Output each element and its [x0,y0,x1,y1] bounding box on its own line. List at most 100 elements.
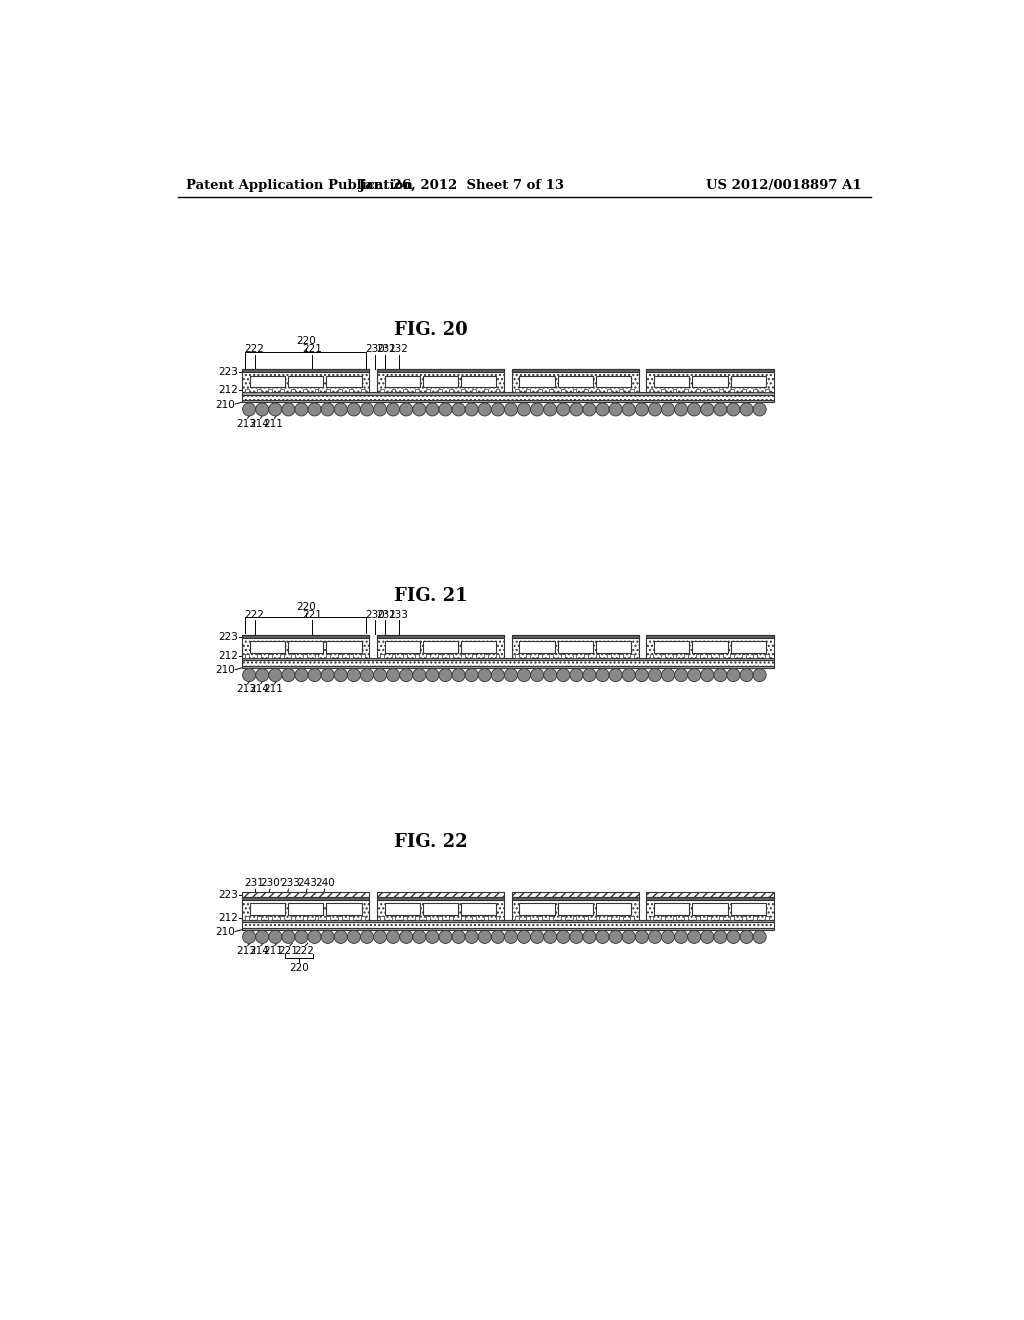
Circle shape [648,931,662,944]
Bar [754,655,758,659]
Bar [662,388,665,392]
Circle shape [700,931,714,944]
Bar [349,916,353,920]
Bar [596,903,631,915]
Bar [550,655,553,659]
Bar [719,655,723,659]
Circle shape [465,403,478,416]
Bar [731,642,766,653]
Bar [538,916,542,920]
Bar [558,642,593,653]
Bar [327,903,361,915]
Bar [243,635,370,659]
Circle shape [347,403,360,416]
Bar [695,388,699,392]
Bar [649,655,653,659]
Circle shape [492,668,505,681]
Bar [403,655,407,659]
Circle shape [609,668,623,681]
Circle shape [399,668,413,681]
Circle shape [688,931,700,944]
Bar [257,655,261,659]
Circle shape [530,403,544,416]
Bar [450,655,454,659]
Text: 213: 213 [237,946,256,956]
Bar [662,916,665,920]
Circle shape [374,668,387,681]
Bar [243,896,370,900]
Bar [243,920,773,923]
Circle shape [282,931,295,944]
Bar [731,376,766,387]
Bar [684,388,688,392]
Bar [561,916,565,920]
Text: 210: 210 [215,927,234,937]
Circle shape [623,668,635,681]
Text: 223: 223 [218,890,239,899]
Bar [303,388,307,392]
Text: 233: 233 [280,878,300,888]
Bar [380,388,384,392]
Bar [243,370,370,372]
Circle shape [308,668,322,681]
Text: 222: 222 [294,946,313,956]
Bar [257,388,261,392]
Bar [377,635,504,638]
Circle shape [465,668,478,681]
Bar [461,642,497,653]
Circle shape [517,403,530,416]
Bar [550,388,553,392]
Circle shape [635,403,648,416]
Bar [561,655,565,659]
Circle shape [243,931,256,944]
Circle shape [387,668,399,681]
Circle shape [452,668,465,681]
Bar [338,655,342,659]
Circle shape [714,931,727,944]
Bar [391,916,395,920]
Circle shape [623,403,635,416]
Circle shape [623,931,635,944]
Circle shape [648,403,662,416]
Bar [314,916,318,920]
Bar [731,903,766,915]
Circle shape [322,668,334,681]
Bar [385,642,420,653]
Bar [327,642,361,653]
Circle shape [648,668,662,681]
Circle shape [413,931,426,944]
Bar [654,642,689,653]
Circle shape [583,403,596,416]
Circle shape [557,668,569,681]
Circle shape [583,668,596,681]
Bar [292,916,295,920]
Text: 213: 213 [237,418,256,429]
Circle shape [387,403,399,416]
Text: 223: 223 [218,632,239,643]
Bar [403,916,407,920]
Bar [607,916,611,920]
Circle shape [439,931,452,944]
Bar [243,659,773,660]
Circle shape [492,931,505,944]
Bar [292,655,295,659]
Text: 243: 243 [298,878,317,888]
Circle shape [360,668,374,681]
Bar [377,896,504,920]
Bar [484,916,487,920]
Bar [243,370,370,392]
Bar [243,923,773,928]
Text: FIG. 21: FIG. 21 [394,587,468,605]
Bar [484,655,487,659]
Bar [654,903,689,915]
Bar [303,916,307,920]
Bar [526,916,530,920]
Bar [327,376,361,387]
Bar [380,655,384,659]
Bar [377,635,504,659]
Circle shape [530,931,544,944]
Circle shape [530,668,544,681]
Circle shape [256,668,268,681]
Circle shape [675,931,688,944]
Bar [765,916,769,920]
